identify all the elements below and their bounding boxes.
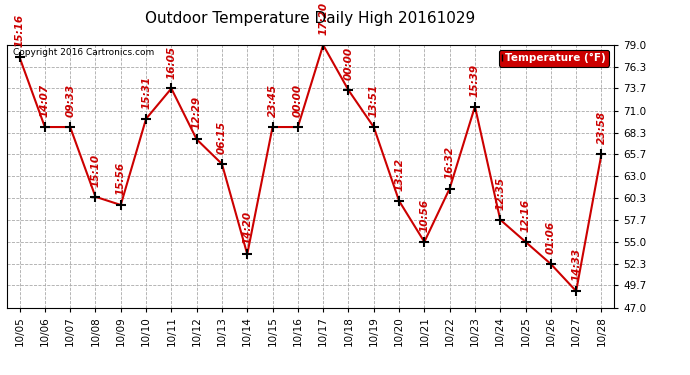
Text: 12:29: 12:29 (192, 96, 201, 129)
Text: 01:06: 01:06 (546, 221, 556, 254)
Text: Outdoor Temperature Daily High 20161029: Outdoor Temperature Daily High 20161029 (146, 11, 475, 26)
Text: 16:32: 16:32 (444, 146, 455, 179)
Text: 09:33: 09:33 (65, 84, 75, 117)
Text: 15:56: 15:56 (116, 162, 126, 195)
Text: 00:00: 00:00 (293, 84, 303, 117)
Text: 15:10: 15:10 (90, 154, 101, 187)
Text: 17:20: 17:20 (318, 2, 328, 35)
Text: 14:20: 14:20 (242, 211, 253, 244)
Text: 16:05: 16:05 (166, 45, 177, 79)
Text: 23:45: 23:45 (268, 84, 277, 117)
Text: 13:51: 13:51 (368, 84, 379, 117)
Text: 15:31: 15:31 (141, 76, 151, 109)
Text: 14:33: 14:33 (571, 248, 581, 281)
Text: 14:07: 14:07 (40, 84, 50, 117)
Text: Copyright 2016 Cartronics.com: Copyright 2016 Cartronics.com (13, 48, 155, 57)
Text: 06:15: 06:15 (217, 121, 227, 154)
Text: 13:12: 13:12 (394, 158, 404, 191)
Text: 23:58: 23:58 (596, 111, 607, 144)
Text: 12:16: 12:16 (520, 199, 531, 232)
Text: 12:35: 12:35 (495, 177, 505, 210)
Text: 15:16: 15:16 (14, 14, 25, 48)
Text: 00:00: 00:00 (344, 47, 353, 80)
Text: 10:56: 10:56 (420, 199, 429, 232)
Text: 15:39: 15:39 (470, 63, 480, 97)
Legend: Temperature (°F): Temperature (°F) (499, 50, 609, 66)
